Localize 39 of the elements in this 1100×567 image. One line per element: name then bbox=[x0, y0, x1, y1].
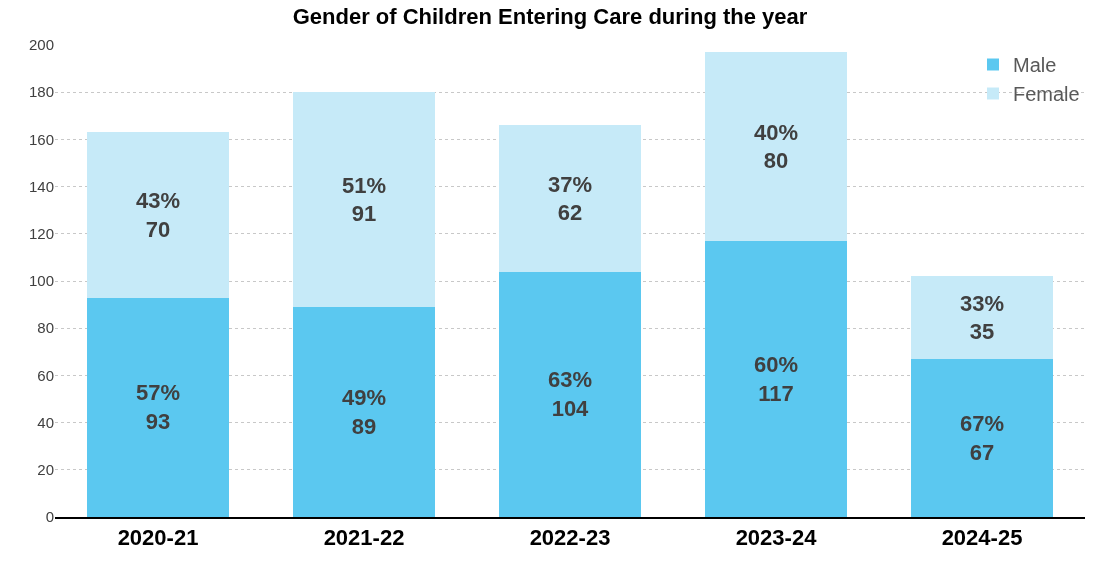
data-label: 33% 35 bbox=[959, 290, 1005, 345]
legend-label: Female bbox=[1013, 83, 1080, 106]
y-tick-label: 100 bbox=[28, 272, 54, 290]
bar bbox=[86, 297, 230, 517]
y-tick-label: 40 bbox=[37, 413, 54, 431]
x-tick-label: 2021-22 bbox=[323, 525, 405, 551]
y-tick-label: 0 bbox=[45, 508, 54, 526]
data-label: 67% 67 bbox=[959, 411, 1005, 465]
data-label: 43% 70 bbox=[135, 188, 181, 242]
data-label: 40% 80 bbox=[753, 119, 799, 174]
bar bbox=[86, 132, 230, 298]
x-tick-label: 2020-21 bbox=[117, 525, 199, 551]
y-tick-label: 20 bbox=[37, 461, 54, 479]
y-tick-label: 120 bbox=[28, 225, 54, 243]
y-tick-label: 60 bbox=[37, 366, 54, 384]
y-tick-label: 160 bbox=[28, 130, 54, 148]
y-tick-label: 140 bbox=[28, 177, 54, 195]
bar bbox=[910, 276, 1054, 359]
data-label: 49% 89 bbox=[341, 385, 387, 439]
x-tick-label: 2022-23 bbox=[529, 525, 611, 551]
x-tick-label: 2023-24 bbox=[735, 525, 818, 551]
y-tick-label: 200 bbox=[28, 36, 54, 54]
bar bbox=[910, 358, 1054, 517]
data-label: 60% 117 bbox=[753, 352, 799, 406]
bar bbox=[704, 52, 848, 241]
bar bbox=[498, 125, 642, 272]
legend-label: Male bbox=[1013, 54, 1057, 77]
y-tick-label: 80 bbox=[37, 319, 54, 337]
data-label: 51% 91 bbox=[341, 172, 387, 227]
chart-title: Gender of Children Entering Care during the year bbox=[292, 3, 808, 29]
data-label: 37% 62 bbox=[547, 171, 593, 226]
bar bbox=[498, 271, 642, 517]
bar bbox=[292, 92, 436, 307]
x-tick-label: 2024-25 bbox=[941, 525, 1023, 551]
y-tick-label: 180 bbox=[28, 83, 54, 101]
bar bbox=[292, 306, 436, 517]
bar bbox=[704, 240, 848, 517]
data-label: 63% 104 bbox=[547, 367, 593, 422]
data-label: 57% 93 bbox=[135, 380, 181, 435]
